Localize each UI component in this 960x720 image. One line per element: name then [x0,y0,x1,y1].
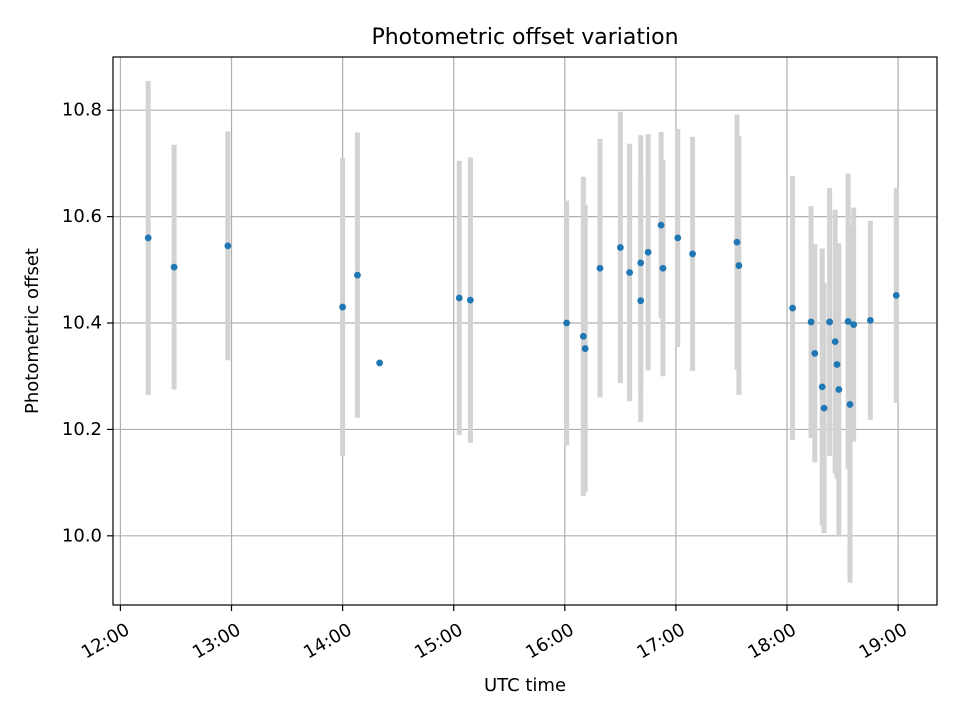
y-tick-label: 10.4 [62,313,102,334]
data-point [844,318,852,325]
data-point [637,297,645,305]
data-point [826,318,834,326]
data-point [144,234,152,242]
data-point [892,291,900,299]
data-points [144,221,900,412]
data-point [224,242,232,250]
data-point [846,401,854,408]
data-point [674,234,682,242]
data-point [563,319,571,327]
data-point [644,248,652,256]
data-point [866,316,874,324]
data-point [376,359,384,367]
chart-title: Photometric offset variation [371,25,678,50]
data-point [657,221,665,229]
data-point [170,263,178,271]
data-point [733,238,741,246]
data-point [339,303,347,311]
data-point [811,349,819,357]
data-point [596,264,604,272]
data-point [850,321,858,329]
y-tick-label: 10.6 [62,206,102,227]
data-point [807,318,815,326]
plot-area-frame [112,56,938,606]
x-axis-label: UTC time [484,675,566,696]
y-tick-label: 10.2 [62,419,102,440]
data-point [466,296,474,304]
data-point [455,294,463,302]
data-point [659,264,667,272]
data-point [637,259,645,267]
data-point [820,404,828,412]
data-point [789,304,796,312]
data-point [689,250,696,258]
data-point [831,338,839,346]
data-point [833,361,841,368]
y-tick-label: 10.0 [62,525,102,546]
data-point [616,244,624,251]
data-point [835,386,843,393]
data-point [354,271,361,279]
y-axis-label: Photometric offset [22,248,43,414]
data-point [581,345,589,352]
y-tick-label: 10.8 [62,100,102,121]
data-point [735,262,743,269]
data-point [579,332,587,340]
data-point [818,383,826,391]
data-point [626,269,634,276]
